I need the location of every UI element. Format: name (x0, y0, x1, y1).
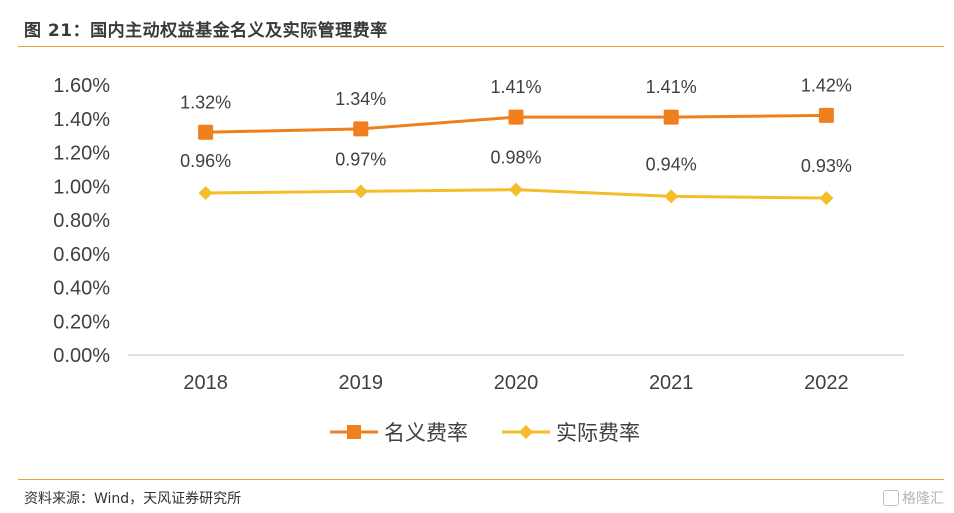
watermark-logo-icon (883, 490, 899, 506)
y-tick-label: 0.60% (53, 244, 110, 266)
y-tick-label: 0.40% (53, 278, 110, 300)
diamond-marker (198, 186, 213, 200)
watermark-text: 格隆汇 (902, 491, 944, 507)
diamond-marker (664, 189, 679, 204)
series-nominal: 1.32% 1.34% 1.41% 1.41% 1.42% (180, 75, 852, 140)
y-axis: 0.00% 0.20% 0.40% 0.60% 0.80% 1.00% 1.20% 1.40%… (53, 75, 110, 367)
diamond-marker (509, 182, 523, 197)
legend-item-actual: 实际费率 (502, 421, 640, 445)
x-tick-label: 2021 (649, 372, 694, 394)
x-tick-label: 2019 (339, 372, 384, 394)
x-tick-label: 2020 (494, 372, 539, 394)
y-tick-label: 1.20% (53, 143, 110, 165)
data-label: 1.32% (180, 92, 231, 112)
y-tick-label: 1.40% (53, 109, 110, 131)
diamond-marker (353, 184, 368, 199)
source-note: 资料来源：Wind，天风证券研究所 (24, 491, 242, 507)
y-tick-label: 0.00% (53, 345, 110, 367)
y-tick-label: 0.20% (53, 311, 110, 333)
legend-label: 名义费率 (384, 421, 468, 445)
data-label: 0.93% (801, 156, 852, 176)
square-marker (198, 124, 214, 140)
data-label: 0.96% (180, 151, 231, 171)
data-label: 0.97% (335, 149, 386, 169)
legend-square-marker (347, 425, 361, 439)
y-tick-label: 1.60% (53, 75, 110, 97)
legend-label: 实际费率 (556, 421, 640, 445)
x-tick-label: 2022 (804, 372, 849, 394)
square-marker (353, 121, 369, 137)
series-actual: 0.96% 0.97% 0.98% 0.94% 0.93% (180, 148, 852, 206)
square-marker (663, 109, 679, 125)
x-tick-label: 2018 (183, 372, 228, 394)
bottom-divider (18, 479, 944, 480)
y-tick-label: 0.80% (53, 210, 110, 232)
data-label: 1.41% (490, 77, 541, 97)
data-label: 1.34% (335, 89, 386, 109)
data-label: 0.94% (646, 154, 697, 174)
legend: 名义费率 实际费率 (330, 421, 640, 445)
square-marker (508, 109, 524, 125)
watermark: 格隆汇 (883, 488, 944, 508)
legend-item-nominal: 名义费率 (330, 421, 468, 445)
x-axis: 2018 2019 2020 2021 2022 (183, 372, 848, 394)
legend-diamond-marker (519, 425, 533, 439)
data-label: 0.98% (490, 148, 541, 168)
series-layer: 1.32% 1.34% 1.41% 1.41% 1.42% 0.96% 0.97% 0.98%… (180, 75, 852, 206)
top-divider (18, 46, 944, 47)
figure-title: 图 21：国内主动权益基金名义及实际管理费率 (24, 21, 388, 41)
y-tick-label: 1.00% (53, 176, 110, 198)
data-label: 1.42% (801, 75, 852, 95)
square-marker (818, 107, 834, 123)
diamond-marker (819, 191, 834, 206)
data-label: 1.41% (646, 77, 697, 97)
